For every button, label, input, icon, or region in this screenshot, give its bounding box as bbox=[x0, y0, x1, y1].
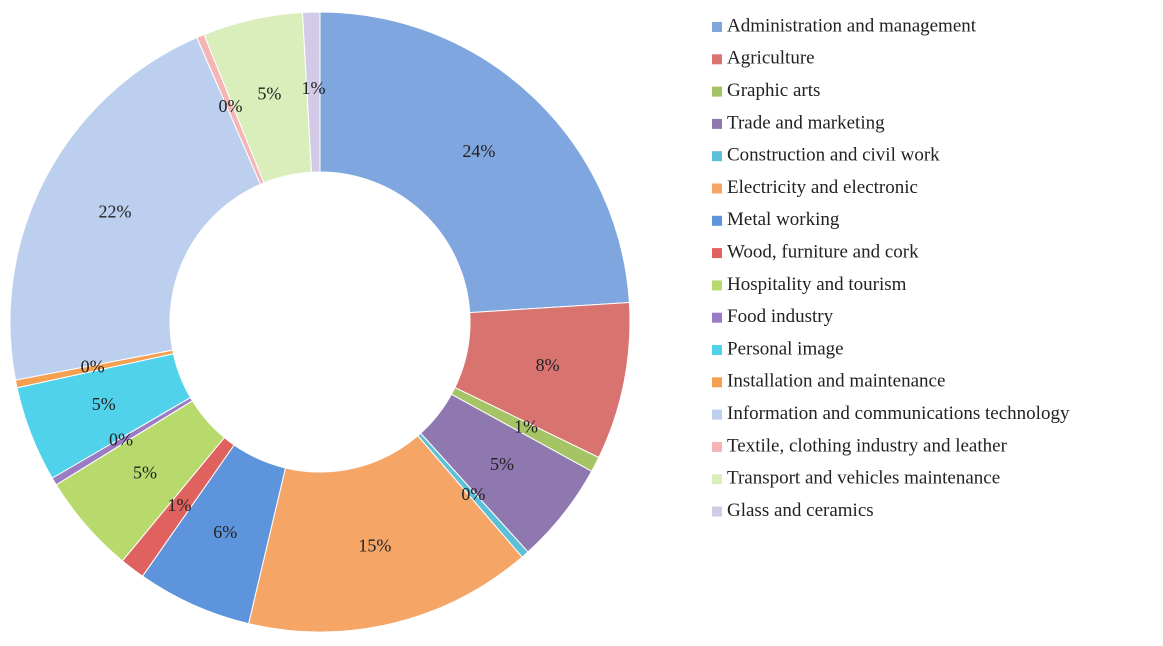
data-label: 22% bbox=[98, 202, 131, 222]
legend-label: Glass and ceramics bbox=[727, 500, 874, 521]
data-label: 15% bbox=[358, 536, 391, 556]
data-label: 0% bbox=[81, 356, 105, 376]
legend-label: Trade and marketing bbox=[727, 112, 885, 133]
legend-label: Electricity and electronic bbox=[727, 177, 918, 198]
legend-marker bbox=[712, 54, 722, 65]
data-label: 0% bbox=[461, 484, 485, 504]
legend-label: Food industry bbox=[727, 306, 834, 327]
legend-label: Administration and management bbox=[727, 15, 977, 36]
legend-label: Personal image bbox=[727, 338, 844, 359]
legend-label: Transport and vehicles maintenance bbox=[727, 468, 1000, 489]
data-label: 1% bbox=[168, 495, 192, 515]
legend-marker bbox=[712, 215, 722, 226]
legend-label: Textile, clothing industry and leather bbox=[727, 435, 1008, 456]
legend-marker bbox=[712, 151, 722, 162]
data-label: 1% bbox=[514, 417, 538, 437]
legend-marker bbox=[712, 86, 722, 97]
legend-marker bbox=[712, 183, 722, 194]
legend-marker bbox=[712, 312, 722, 323]
legend-marker bbox=[712, 118, 722, 129]
data-label: 5% bbox=[257, 84, 281, 104]
legend-marker bbox=[712, 506, 722, 517]
legend-marker bbox=[712, 22, 722, 32]
data-label: 5% bbox=[133, 462, 157, 482]
donut bbox=[9, 11, 631, 633]
legend-marker bbox=[712, 248, 722, 259]
legend-label: Hospitality and tourism bbox=[727, 274, 907, 295]
legend-marker bbox=[712, 441, 722, 452]
data-labels: 24%8%1%5%0%15%6%1%5%0%5%0%22%0%5% 1% bbox=[81, 78, 560, 555]
legend-label: Wood, furniture and cork bbox=[727, 241, 919, 262]
data-label: 0% bbox=[219, 96, 243, 116]
slice bbox=[247, 435, 523, 633]
legend-marker bbox=[712, 377, 722, 388]
data-label: 0% bbox=[109, 429, 133, 449]
slice bbox=[9, 36, 262, 381]
legend-label: Graphic arts bbox=[727, 80, 820, 101]
legend-label: Construction and civil work bbox=[727, 145, 940, 166]
data-label: 8% bbox=[536, 355, 560, 375]
data-label: 6% bbox=[213, 522, 237, 542]
slice bbox=[319, 11, 630, 314]
data-label: 5% bbox=[92, 394, 116, 414]
legend-marker bbox=[712, 409, 722, 420]
legend-marker bbox=[712, 474, 722, 485]
legend: Administration and management Agriculture… bbox=[712, 15, 1070, 521]
data-label: 24% bbox=[462, 141, 495, 161]
legend-label: Installation and maintenance bbox=[727, 371, 945, 392]
data-label: 5% bbox=[490, 454, 514, 474]
legend-label: Information and communications technolog… bbox=[727, 403, 1070, 424]
data-label: 1% bbox=[301, 78, 325, 98]
legend-label: Metal working bbox=[727, 209, 840, 230]
legend-label: Agriculture bbox=[727, 48, 815, 69]
legend-marker bbox=[712, 345, 722, 355]
slice bbox=[301, 11, 321, 173]
legend-marker bbox=[712, 280, 722, 291]
